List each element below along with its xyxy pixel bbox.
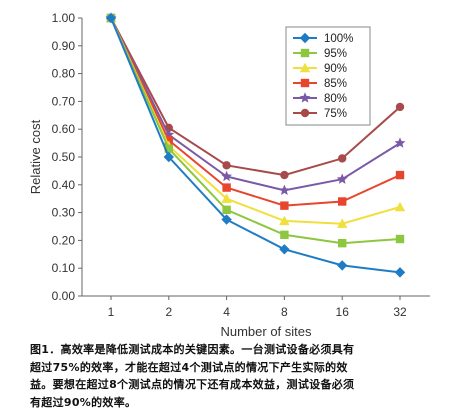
y-tick-label: 0.00	[52, 289, 76, 303]
legend-label: 85%	[324, 78, 347, 90]
legend-swatch-marker	[299, 92, 311, 103]
data-point-95pct	[395, 234, 405, 244]
legend-swatch-marker	[300, 78, 310, 88]
data-point-80pct	[336, 173, 348, 184]
x-axis-title: Number of sites	[220, 324, 312, 339]
data-point-75pct	[395, 102, 405, 112]
data-point-95pct	[338, 238, 347, 248]
y-tick-label: 0.30	[52, 206, 76, 220]
data-point-75pct	[280, 170, 289, 180]
y-tick-label: 0.20	[52, 233, 76, 247]
series-line-100pct	[110, 17, 401, 274]
data-point-95pct	[222, 205, 231, 215]
data-point-75pct	[338, 154, 347, 163]
legend-swatch-marker	[300, 48, 310, 58]
caption-line: 图1．高效率是降低测试成本的关键因素。一台测试设备必须具有	[30, 343, 355, 356]
x-tick-label: 16	[336, 305, 350, 319]
series-line-75pct	[110, 17, 401, 177]
data-point-90pct	[337, 218, 348, 228]
data-point-90pct	[279, 215, 290, 226]
data-point-85pct	[338, 197, 347, 206]
legend-swatch-marker	[300, 108, 310, 118]
x-tick-label: 2	[165, 305, 172, 319]
series-line-85pct	[110, 17, 401, 207]
legend-label: 75%	[324, 108, 347, 120]
data-point-100pct	[105, 12, 117, 24]
legend-box	[285, 26, 371, 126]
data-point-100pct	[279, 244, 290, 255]
legend-swatch-marker	[299, 32, 311, 44]
figure-caption: 图1．高效率是降低测试成本的关键因素。一台测试设备必须具有 超过75%的效率，才…	[30, 341, 445, 411]
data-point-80pct	[394, 137, 406, 148]
caption-line: 益。要想在超过8个测试点的情况下还有成本效益，测试设备必须	[30, 378, 355, 391]
chart: 0.00 0.10 0.20 0.30 0.40 0.50 0.60 0.70 0.80 0.90…	[28, 11, 430, 339]
line-chart-svg: 0.00 0.10 0.20 0.30 0.40 0.50 0.60 0.70 0.80 0.90…	[28, 11, 430, 339]
y-tick-label: 0.80	[52, 67, 76, 81]
y-tick-label: 1.00	[52, 11, 76, 25]
x-tick-label: 8	[281, 305, 288, 319]
legend-label: 95%	[324, 48, 347, 60]
data-point-95pct	[164, 144, 173, 153]
data-point-85pct	[395, 170, 405, 180]
y-tick-label: 0.40	[52, 178, 76, 192]
data-point-75pct	[222, 161, 231, 170]
legend-label: 100%	[324, 33, 353, 45]
data-point-100pct	[394, 267, 406, 278]
x-tick-label: 4	[223, 305, 230, 319]
legend-label: 90%	[324, 63, 347, 75]
data-point-90pct	[394, 201, 406, 212]
series-line-80pct	[110, 17, 401, 192]
y-tick-label: 0.90	[52, 39, 76, 53]
data-point-85pct	[164, 136, 173, 145]
series-line-95pct	[110, 17, 401, 245]
caption-line: 有超过90%的效率。	[30, 395, 137, 409]
data-point-100pct	[163, 151, 174, 163]
y-tick-label: 0.50	[52, 150, 76, 164]
data-point-80pct	[278, 184, 290, 195]
y-tick-label: 0.70	[52, 94, 76, 108]
legend-label: 80%	[324, 93, 347, 105]
data-point-80pct	[221, 170, 233, 182]
data-point-100pct	[221, 214, 232, 225]
y-axis-title: Relative cost	[28, 119, 43, 194]
x-tick-label: 1	[108, 305, 115, 319]
data-point-95pct	[280, 230, 289, 240]
data-point-85pct	[222, 183, 231, 192]
y-tick-label: 0.60	[52, 122, 76, 136]
data-point-90pct	[221, 193, 232, 203]
legend-swatch-marker	[299, 62, 311, 73]
data-point-85pct	[280, 201, 289, 210]
x-tick-label: 32	[393, 305, 407, 319]
y-tick-label: 0.10	[52, 261, 76, 275]
caption-line: 超过75%的效率，才能在超过4个测试点的情况下产生实际的效	[30, 360, 348, 374]
data-point-100pct	[337, 260, 348, 271]
